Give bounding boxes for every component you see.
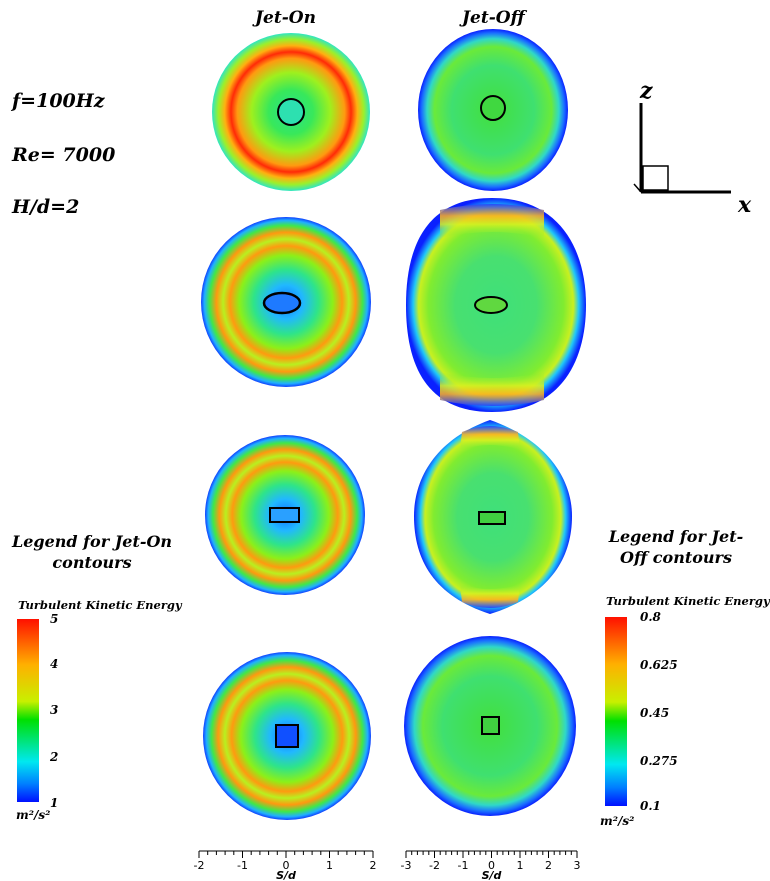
axis-tick-label: 0 [488,859,495,872]
jet-off-sd-axis: -3 -2 -1 0 1 2 3 S/d [401,850,581,881]
jet-on-column-title: Jet-On [255,8,316,28]
jet-on-unit: m²/s² [16,808,51,822]
jet-on-tick: 3 [50,703,59,717]
axis-tick-label: -1 [458,859,469,872]
nozzle-rectangle-outline [478,511,506,525]
jet-on-contour-circle [212,33,370,191]
jet-off-contour-rectangle [414,420,572,614]
axis-tick-label: 2 [545,859,552,872]
axis-tick-label: -3 [401,859,412,872]
jet-off-colorbar-title: Turbulent Kinetic Energy [606,594,770,608]
axis-tick-label: -1 [237,859,248,872]
jet-off-tick: 0.1 [640,799,661,813]
jet-off-tick: 0.275 [640,754,678,768]
jet-on-contour-square [203,652,371,820]
axis-title: S/d [276,869,296,881]
reynolds-label: Re= 7000 [12,144,116,166]
jet-on-tick: 5 [50,612,59,626]
jet-on-legend-title: Legend for Jet-On contours [11,532,173,572]
axis-tick-label: 2 [370,859,377,872]
frequency-label: f=100Hz [12,90,105,112]
z-axis-label: z [640,78,653,104]
jet-off-tick: 0.625 [640,658,678,672]
axis-tick-label: -2 [194,859,205,872]
nozzle-circle-outline [480,95,506,121]
jet-on-contour-rectangle [205,435,365,595]
axis-tick-label: 0 [283,859,290,872]
x-axis-label: x [738,192,752,218]
height-ratio-label: H/d=2 [12,196,80,218]
nozzle-rectangle-outline [269,507,300,523]
nozzle-square-outline [481,716,500,735]
coordinate-axes-icon [633,103,731,194]
jet-on-tick: 4 [50,657,59,671]
jet-on-colorbar [17,619,39,802]
jet-on-contour-ellipse [201,217,371,387]
axis-tick-label: 1 [517,859,524,872]
axis-title: S/d [482,869,502,881]
nozzle-ellipse-outline [262,291,302,315]
jet-off-column-title: Jet-Off [462,8,525,28]
nozzle-circle-outline [277,98,305,126]
jet-off-unit: m²/s² [600,814,635,828]
axis-tick-label: -2 [429,859,440,872]
jet-on-colorbar-title: Turbulent Kinetic Energy [18,598,182,612]
jet-off-tick: 0.8 [640,610,661,624]
jet-off-legend-title: Legend for Jet-Off contours [608,527,744,567]
nozzle-ellipse-outline [474,296,508,314]
axis-tick-label: 1 [326,859,333,872]
nozzle-square-outline [275,724,299,748]
jet-off-contour-square [404,636,576,816]
jet-on-tick: 2 [50,750,59,764]
jet-off-contour-circle [418,29,568,191]
jet-off-contour-ellipse [406,198,586,412]
axis-tick-label: 3 [574,859,581,872]
jet-on-sd-axis: -2 -1 0 1 2 S/d [194,850,377,881]
jet-off-tick: 0.45 [640,706,670,720]
jet-off-colorbar [605,617,627,806]
jet-on-tick: 1 [50,796,59,810]
